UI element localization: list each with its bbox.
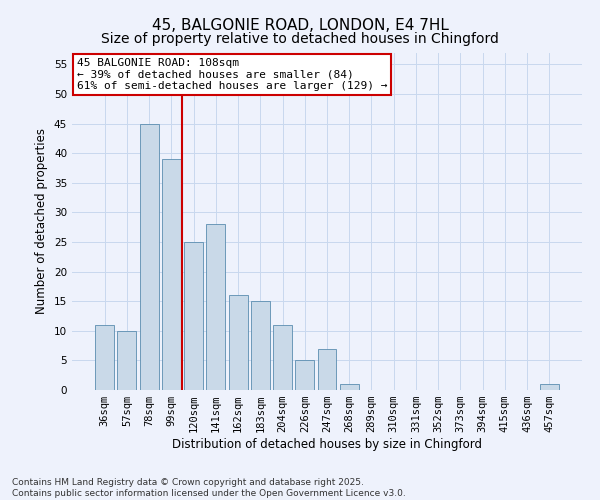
Bar (95, 325, 114, 390)
Text: Size of property relative to detached houses in Chingford: Size of property relative to detached ho… (101, 32, 499, 46)
Bar (162, 159, 181, 390)
Bar (118, 331, 136, 390)
Bar (340, 384, 359, 390)
Text: 45, BALGONIE ROAD, LONDON, E4 7HL: 45, BALGONIE ROAD, LONDON, E4 7HL (152, 18, 448, 32)
Bar (140, 124, 158, 390)
Bar (317, 348, 337, 390)
Text: 45 BALGONIE ROAD: 108sqm
← 39% of detached houses are smaller (84)
61% of semi-d: 45 BALGONIE ROAD: 108sqm ← 39% of detach… (77, 58, 388, 91)
Bar (206, 224, 225, 390)
Bar (540, 384, 559, 390)
Text: Contains HM Land Registry data © Crown copyright and database right 2025.
Contai: Contains HM Land Registry data © Crown c… (12, 478, 406, 498)
Y-axis label: Number of detached properties: Number of detached properties (35, 128, 49, 314)
Bar (184, 242, 203, 390)
Bar (229, 296, 248, 390)
Bar (251, 301, 270, 390)
X-axis label: Distribution of detached houses by size in Chingford: Distribution of detached houses by size … (172, 438, 482, 451)
Bar (273, 325, 292, 390)
Bar (295, 360, 314, 390)
